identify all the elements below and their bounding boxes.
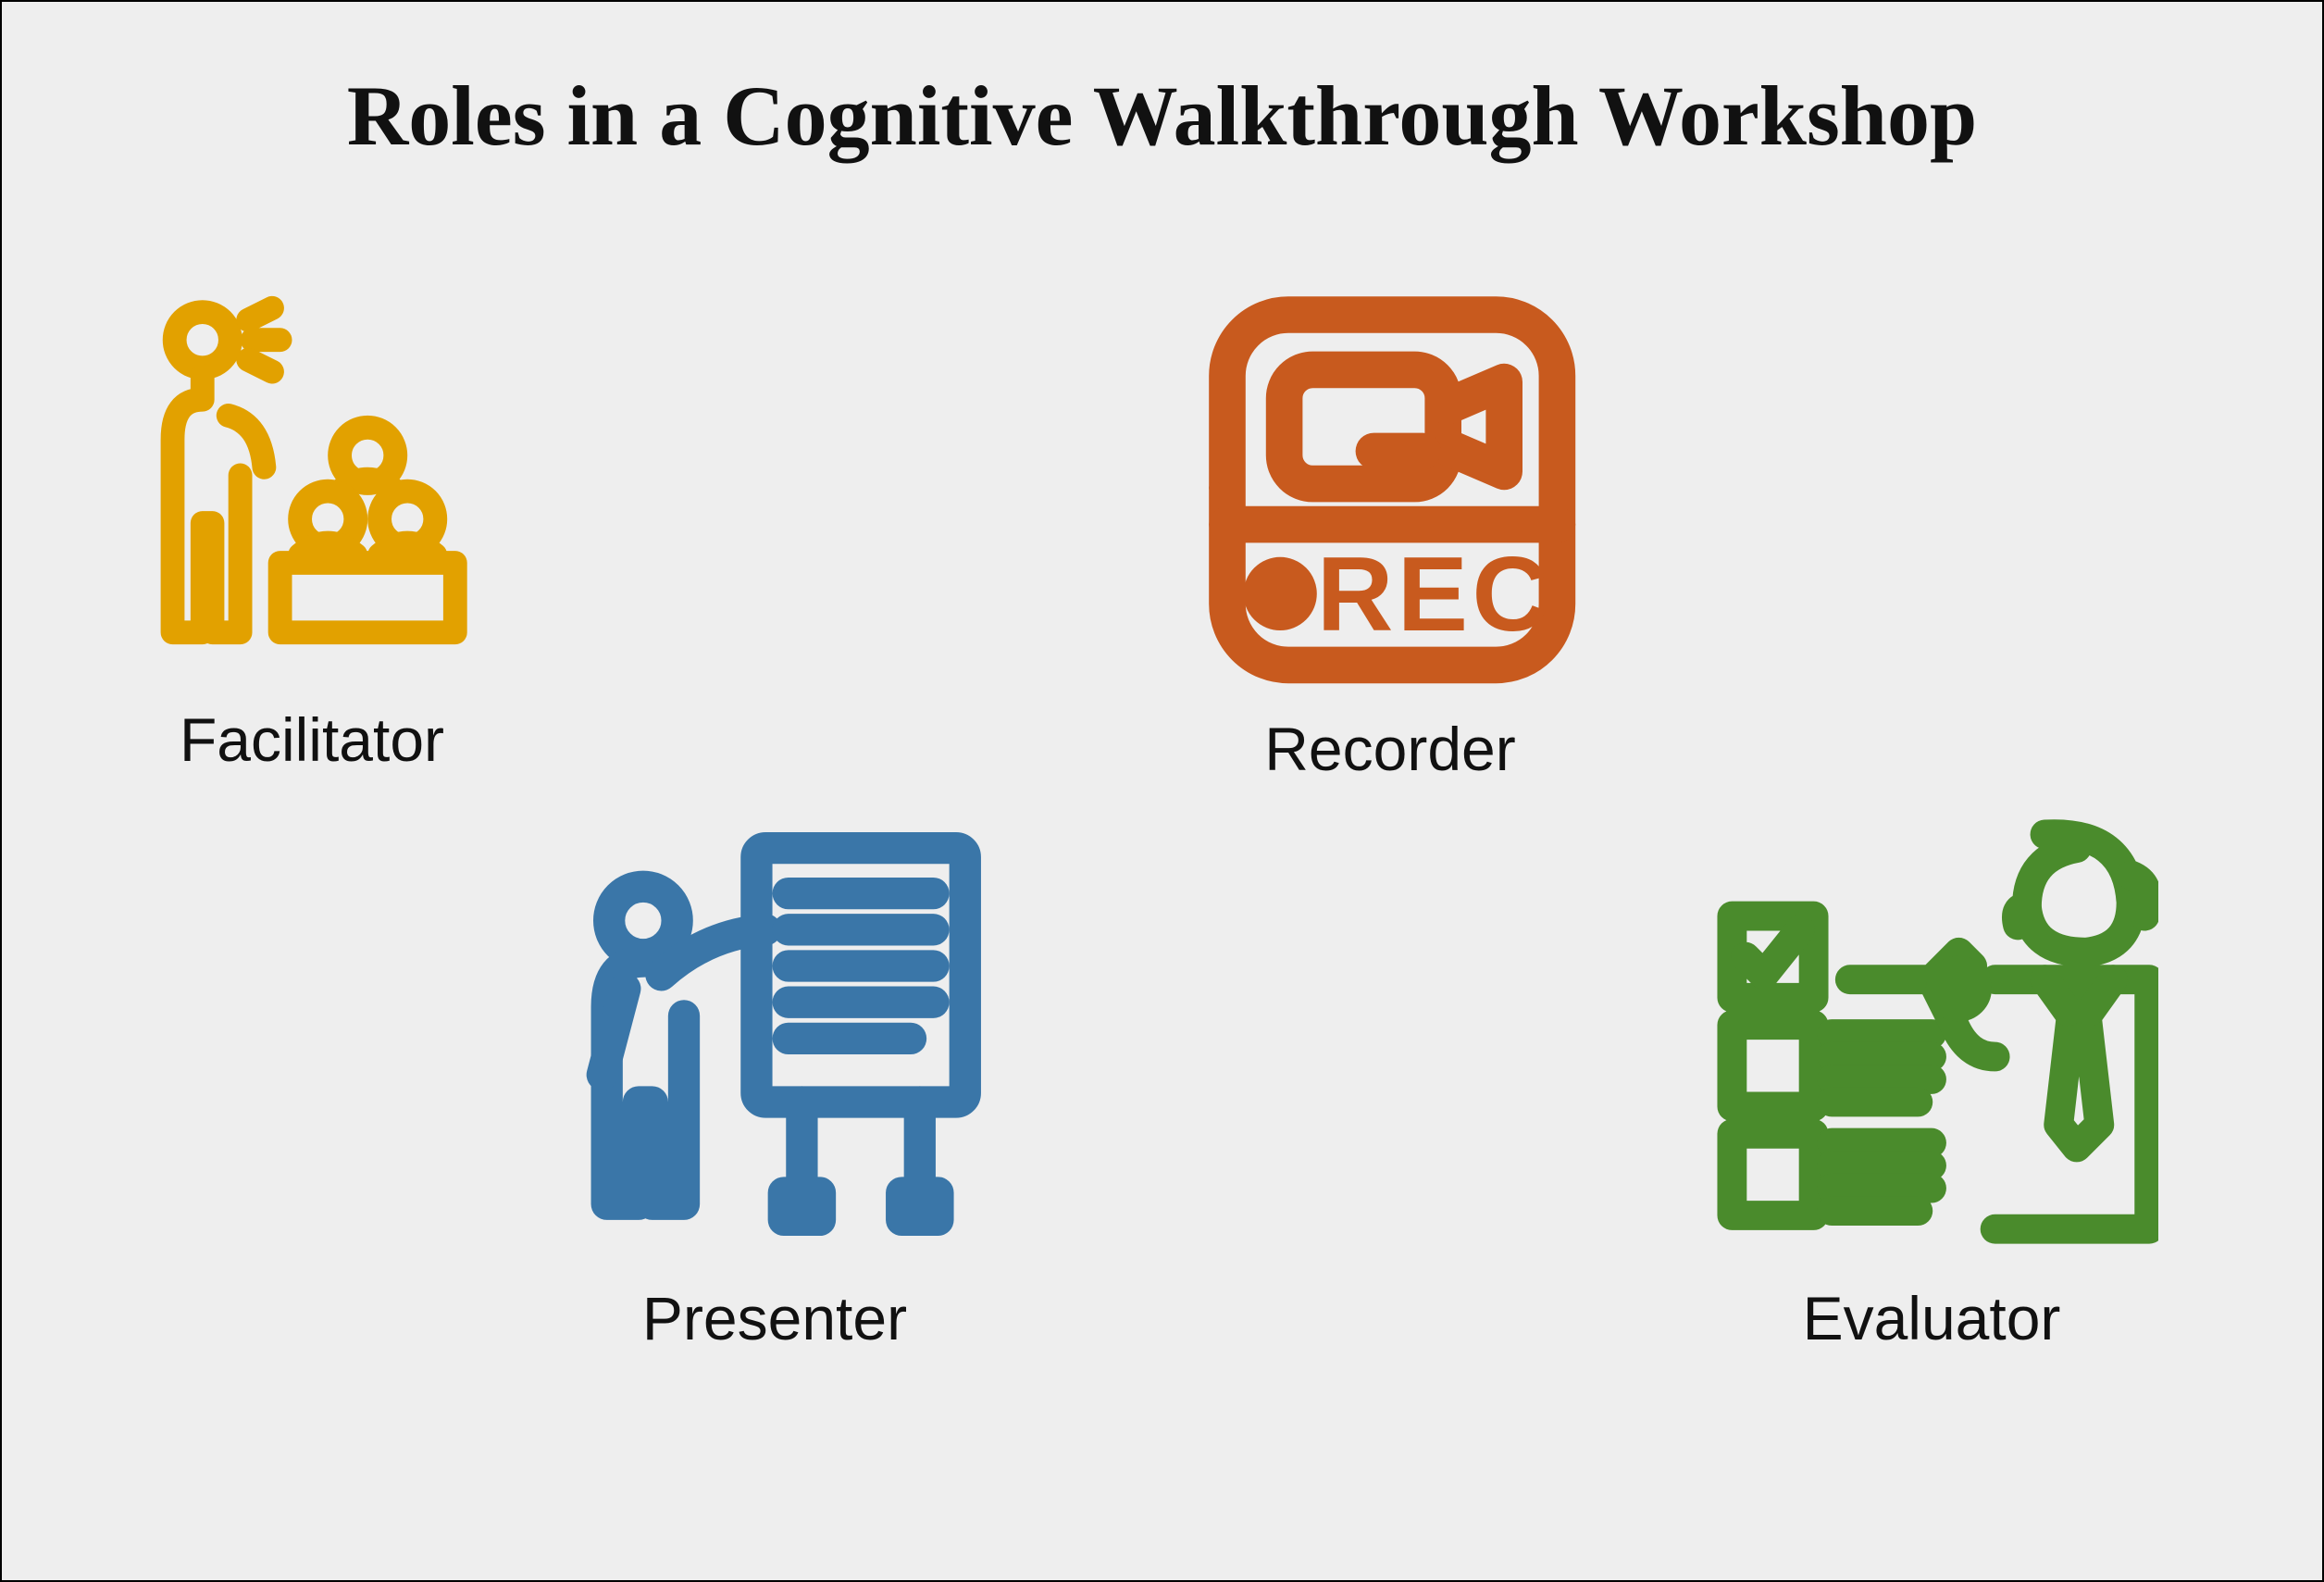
facilitator-icon [113,284,511,682]
role-facilitator: Facilitator [113,284,511,775]
recorder-label: Recorder [1187,714,1594,784]
evaluator-label: Evaluator [1705,1283,2158,1353]
role-presenter: Presenter [548,807,1001,1353]
presenter-icon [548,807,1001,1261]
svg-text:REC: REC [1317,535,1553,654]
presenter-label: Presenter [548,1283,1001,1353]
facilitator-label: Facilitator [113,704,511,775]
role-recorder: REC Recorder [1187,284,1594,784]
recorder-icon: REC [1187,284,1594,691]
role-evaluator: Evaluator [1705,807,2158,1353]
evaluator-icon [1705,807,2158,1261]
slide-title: Roles in a Cognitive Walkthrough Worksho… [2,67,2322,165]
slide: Roles in a Cognitive Walkthrough Worksho… [0,0,2324,1582]
